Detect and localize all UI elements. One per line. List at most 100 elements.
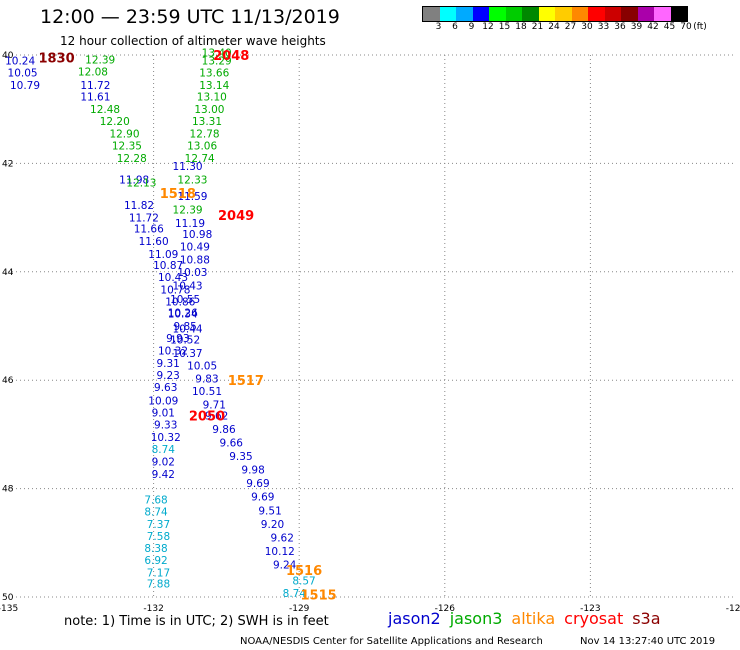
- data-label-jason2: 11.98: [119, 175, 149, 187]
- data-label-altika: 8.74: [283, 588, 307, 600]
- y-tick-label: 48: [2, 485, 14, 495]
- data-label-jason2: 9.86: [212, 424, 236, 436]
- data-label-altika: 8.38: [144, 543, 167, 555]
- chart-subtitle: 12 hour collection of altimeter wave hei…: [60, 34, 326, 48]
- data-label-jason2: 10.98: [182, 229, 212, 241]
- color-scale-tick: 39: [630, 22, 643, 32]
- data-label-jason3: 12.35: [112, 141, 142, 153]
- color-scale-tick: 9: [468, 22, 475, 32]
- color-scale-swatch: [621, 7, 638, 21]
- color-scale-swatch: [604, 7, 621, 21]
- data-label-jason2: 10.55: [170, 294, 200, 306]
- color-scale-tick: 70: [680, 22, 692, 32]
- pass-time-label: 1830: [38, 52, 74, 67]
- data-label-jason3: 12.13: [126, 177, 156, 189]
- color-scale-bar: [422, 6, 688, 22]
- legend-jason3: jason3: [449, 609, 503, 628]
- color-scale-tick: 6: [452, 22, 458, 32]
- data-label-jason2: 10.34: [168, 309, 198, 321]
- color-scale-swatch: [505, 7, 522, 21]
- data-label-jason2: 9.42: [152, 469, 175, 481]
- color-scale-swatch: [423, 7, 440, 21]
- legend-jason2: jason2: [388, 609, 441, 628]
- legend-cryosat: cryosat: [564, 609, 624, 628]
- color-scale-tick: 18: [515, 22, 527, 32]
- data-label-jason2: 10.32: [158, 345, 188, 357]
- y-tick-label: 40: [2, 51, 14, 61]
- data-label-jason2: 10.44: [173, 324, 203, 336]
- pass-time-label: 2048: [213, 49, 249, 64]
- color-scale-tick: 42: [647, 22, 659, 32]
- data-label-altika: 8.57: [292, 576, 315, 588]
- data-label-jason2: 9.98: [241, 465, 264, 477]
- data-label-altika: 8.74: [152, 444, 176, 456]
- pass-time-label: 1517: [228, 374, 264, 389]
- color-scale-tick: 27: [564, 22, 577, 32]
- data-label-jason3: 13.40: [202, 47, 232, 59]
- color-scale-swatch: [571, 7, 588, 21]
- data-label-jason2: 10.43: [158, 272, 188, 284]
- data-label-jason3: 12.20: [100, 116, 130, 128]
- color-scale-swatch: [654, 7, 671, 21]
- color-scale-swatch: [472, 7, 489, 21]
- data-label-jason2: 11.82: [124, 200, 154, 212]
- data-label-jason2: 10.79: [10, 80, 40, 92]
- data-label-jason2: 9.02: [152, 457, 175, 469]
- pass-time-label: 1518: [160, 187, 196, 202]
- generated-timestamp: Nov 14 13:27:40 UTC 2019: [580, 636, 716, 647]
- pass-time-label: 2050: [189, 409, 225, 424]
- data-label-jason3: 12.08: [78, 66, 108, 78]
- data-label-jason2: 11.66: [134, 223, 164, 235]
- y-tick-label: 42: [2, 159, 13, 169]
- data-label-jason2: 10.12: [265, 546, 295, 558]
- pass-time-label: 2049: [218, 209, 254, 224]
- x-tick-label: -126: [435, 604, 456, 614]
- data-label-jason3: 13.29: [202, 55, 232, 67]
- color-scale-tick: 12: [482, 22, 494, 32]
- satellite-legend: jason2 jason3 altika cryosat s3a: [388, 609, 670, 628]
- data-label-jason2: 10.87: [153, 260, 183, 272]
- y-tick-label: 44: [2, 268, 14, 278]
- data-label-altika: 6.92: [144, 555, 167, 567]
- data-label-altika: 7.68: [144, 494, 167, 506]
- data-label-jason3: 12.33: [177, 175, 207, 187]
- y-tick-label: 46: [2, 376, 14, 386]
- data-label-altika: 7.17: [147, 568, 170, 580]
- color-scale-swatch: [555, 7, 572, 21]
- data-label-jason3: 12.74: [185, 153, 215, 165]
- color-scale-swatch: [588, 7, 605, 21]
- data-label-jason2: 10.37: [173, 348, 203, 360]
- data-label-jason3: 12.48: [90, 104, 120, 116]
- chart-title: 12:00 — 23:59 UTC 11/13/2019: [40, 6, 340, 28]
- color-scale-tick: 45: [663, 22, 676, 32]
- data-label-jason2: 9.62: [205, 410, 228, 422]
- x-tick-label: -135: [0, 604, 18, 614]
- x-tick-label: -132: [143, 604, 163, 614]
- data-label-jason2: 9.69: [246, 478, 269, 490]
- pass-time-label: 1516: [286, 564, 322, 579]
- data-label-jason2: 9.31: [156, 358, 179, 370]
- data-label-jason3: 13.10: [197, 92, 227, 104]
- credit-text: NOAA/NESDIS Center for Satellite Applica…: [240, 636, 543, 647]
- data-label-jason2: 9.24: [273, 559, 297, 571]
- data-label-jason2: 9.33: [154, 420, 177, 432]
- data-label-jason2: 11.72: [129, 213, 159, 225]
- color-scale-swatch: [670, 7, 687, 21]
- legend-altika: altika: [511, 609, 556, 628]
- color-scale-tick: 36: [614, 22, 626, 32]
- data-label-jason3: 13.06: [187, 141, 217, 153]
- data-label-jason3: 13.14: [199, 80, 229, 92]
- color-scale-tick: 15: [498, 22, 511, 32]
- data-label-jason2: 9.85: [173, 321, 196, 333]
- color-scale-swatch: [439, 7, 456, 21]
- data-label-altika: 7.37: [147, 519, 170, 531]
- data-label-jason2: 10.51: [192, 386, 222, 398]
- data-label-jason2: 10.03: [177, 267, 207, 279]
- data-label-jason2: 9.01: [152, 408, 175, 420]
- data-label-jason3: 12.39: [85, 54, 115, 66]
- data-label-jason2: 11.19: [175, 218, 205, 230]
- data-label-jason2: 10.86: [165, 297, 195, 309]
- x-tick-label: -123: [580, 604, 600, 614]
- data-label-jason2: 10.43: [173, 280, 203, 292]
- data-label-jason2: 11.59: [177, 191, 207, 203]
